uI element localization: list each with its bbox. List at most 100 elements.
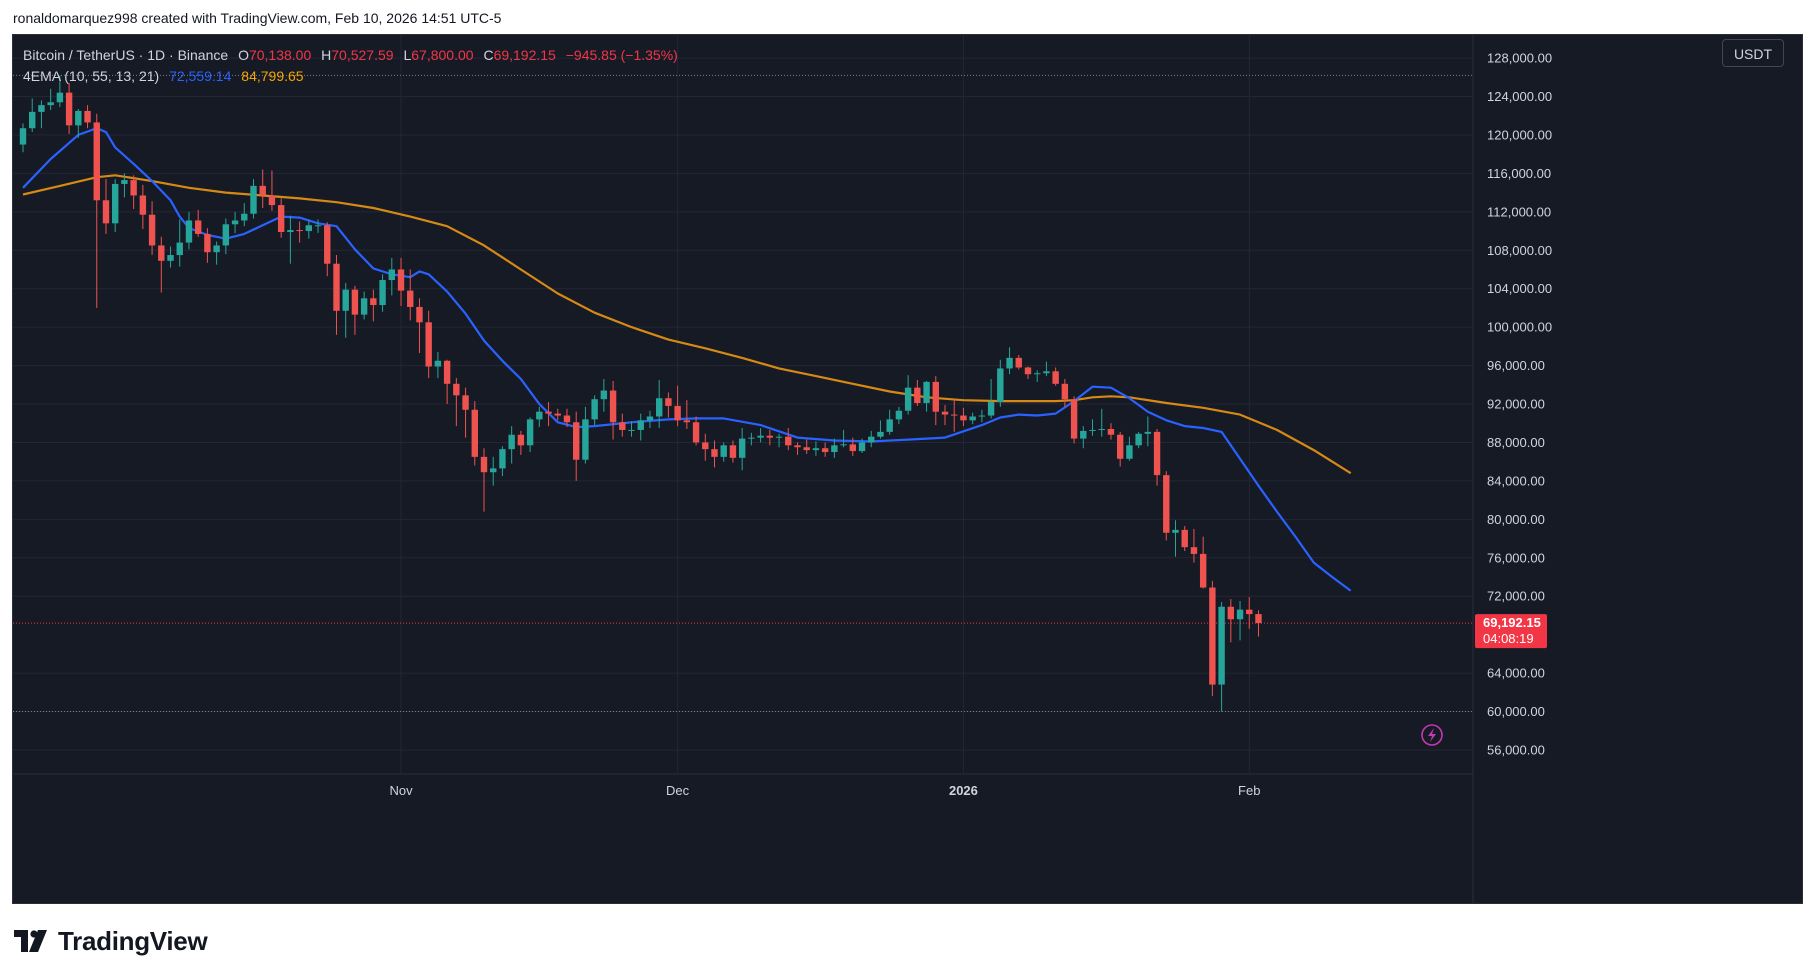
candle bbox=[314, 219, 322, 233]
candle bbox=[886, 409, 893, 435]
candle-body bbox=[360, 298, 368, 315]
price-tick-label: 128,000.00 bbox=[1487, 51, 1552, 66]
candle bbox=[665, 392, 672, 418]
candle-body bbox=[112, 183, 119, 224]
candle bbox=[508, 426, 515, 464]
candle bbox=[1190, 528, 1198, 563]
candle bbox=[692, 416, 700, 446]
candle-body bbox=[702, 442, 709, 450]
candle bbox=[1144, 416, 1152, 447]
candle bbox=[840, 429, 847, 448]
ema-slow-line bbox=[22, 174, 1352, 475]
candle-body bbox=[1255, 614, 1262, 624]
candle-body bbox=[314, 225, 322, 227]
candle-body bbox=[1098, 428, 1105, 430]
ema-slow-value: 84,799.65 bbox=[241, 68, 304, 84]
candle-body bbox=[305, 225, 313, 232]
candle bbox=[1034, 370, 1041, 382]
candle-body bbox=[951, 414, 958, 416]
candle-body bbox=[904, 387, 912, 411]
candle bbox=[609, 380, 617, 440]
candle-body bbox=[591, 399, 598, 420]
candle-body bbox=[1080, 430, 1087, 439]
change-value: −945.85 (−1.35%) bbox=[565, 47, 678, 63]
candle-body bbox=[379, 280, 386, 306]
candle bbox=[425, 310, 432, 379]
candle bbox=[360, 291, 368, 320]
time-axis: Nov Dec 2026 Feb bbox=[389, 783, 1260, 798]
candle-body bbox=[351, 289, 359, 315]
candle-body bbox=[38, 105, 45, 112]
candle bbox=[1209, 580, 1216, 697]
flash-icon[interactable] bbox=[1421, 724, 1443, 746]
candle-body bbox=[1006, 357, 1013, 369]
chart-background bbox=[13, 35, 1802, 903]
candle-body bbox=[757, 435, 764, 438]
price-tick-label: 108,000.00 bbox=[1487, 243, 1552, 258]
candle-body bbox=[213, 245, 220, 253]
candle-body bbox=[1209, 587, 1216, 685]
low-value: 67,800.00 bbox=[411, 47, 474, 63]
candle-body bbox=[1116, 434, 1124, 459]
candle bbox=[582, 406, 589, 464]
candle bbox=[130, 175, 137, 209]
candle-body bbox=[194, 220, 202, 234]
open-label: O bbox=[238, 47, 249, 63]
candle bbox=[222, 218, 230, 255]
candle bbox=[545, 402, 552, 427]
candle bbox=[397, 257, 405, 306]
currency-button[interactable]: USDT bbox=[1722, 39, 1784, 67]
candle bbox=[1052, 367, 1059, 386]
candle bbox=[868, 430, 875, 448]
candle-body bbox=[517, 434, 525, 446]
candle bbox=[84, 105, 91, 129]
candle-body bbox=[490, 468, 497, 473]
price-tick-label: 64,000.00 bbox=[1487, 666, 1545, 681]
candle bbox=[296, 221, 303, 243]
candle-series bbox=[19, 75, 1262, 712]
candle bbox=[702, 433, 709, 461]
candle bbox=[960, 407, 967, 427]
symbol-title[interactable]: Bitcoin / TetherUS · 1D · Binance bbox=[23, 47, 229, 63]
time-tick-label: Feb bbox=[1238, 783, 1260, 798]
candle bbox=[748, 432, 755, 446]
candle-body bbox=[56, 92, 64, 103]
candle bbox=[812, 441, 820, 456]
candle-body bbox=[941, 411, 949, 415]
candle-body bbox=[1163, 475, 1170, 533]
brand-name: TradingView bbox=[58, 925, 208, 956]
candle bbox=[637, 413, 644, 441]
candle bbox=[1153, 428, 1161, 486]
candle bbox=[628, 421, 635, 437]
candle bbox=[1199, 536, 1207, 589]
candle bbox=[462, 387, 469, 438]
candle-body bbox=[434, 360, 442, 367]
candle-body bbox=[619, 422, 626, 430]
candle bbox=[536, 406, 543, 428]
last-price-label: 69,192.15 bbox=[1483, 615, 1541, 630]
chart-pane[interactable]: 128,000.00 124,000.00 120,000.00 116,000.00… bbox=[12, 34, 1803, 904]
candle bbox=[1107, 423, 1115, 440]
candle-body bbox=[563, 415, 571, 423]
candle-body bbox=[775, 436, 783, 438]
indicator-title[interactable]: 4EMA (10, 55, 13, 21) bbox=[23, 68, 160, 84]
candle-body bbox=[29, 111, 36, 129]
candle bbox=[1236, 600, 1244, 641]
candle bbox=[951, 399, 958, 432]
candle bbox=[139, 184, 147, 230]
candle bbox=[895, 406, 903, 425]
ohlc-row: Bitcoin / TetherUS · 1D · Binance O70,13… bbox=[23, 45, 678, 66]
price-tick-label: 84,000.00 bbox=[1487, 473, 1545, 488]
candle bbox=[185, 211, 193, 250]
candle bbox=[554, 408, 561, 421]
price-tick-label: 120,000.00 bbox=[1487, 127, 1552, 142]
candle-body bbox=[176, 242, 183, 256]
candle-body bbox=[388, 269, 395, 281]
candle-body bbox=[296, 230, 303, 232]
candle-body bbox=[333, 263, 340, 311]
grid bbox=[13, 35, 1802, 903]
tradingview-logo[interactable]: TradingView bbox=[14, 924, 208, 958]
candle-body bbox=[554, 413, 561, 416]
candle-body bbox=[93, 122, 100, 201]
price-chart[interactable]: 128,000.00 124,000.00 120,000.00 116,000.00… bbox=[13, 35, 1802, 903]
